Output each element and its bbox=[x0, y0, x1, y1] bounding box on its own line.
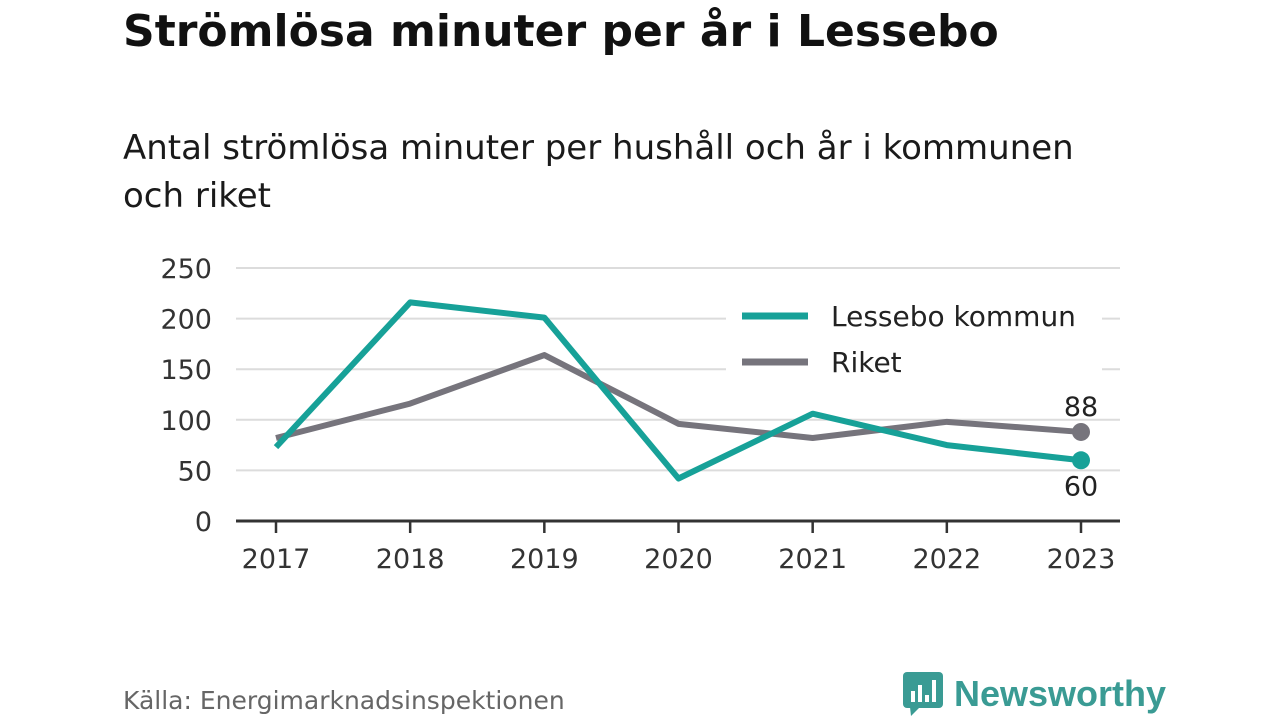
legend-background bbox=[726, 290, 1102, 382]
end-point-marker bbox=[1072, 422, 1090, 441]
end-value-label: 88 bbox=[1064, 392, 1098, 423]
brand-name: Newsworthy bbox=[954, 673, 1167, 714]
y-tick-label: 100 bbox=[160, 406, 212, 437]
y-tick-label: 250 bbox=[160, 254, 212, 285]
x-tick-label: 2019 bbox=[510, 544, 579, 575]
chart-title: Strömlösa minuter per år i Lessebo bbox=[123, 6, 999, 57]
x-tick-label: 2021 bbox=[778, 544, 847, 575]
x-tick-label: 2023 bbox=[1047, 544, 1116, 575]
x-tick-label: 2017 bbox=[242, 544, 311, 575]
newsworthy-logo-icon bbox=[903, 672, 943, 716]
end-value-label: 60 bbox=[1064, 471, 1098, 502]
y-tick-label: 50 bbox=[178, 456, 212, 487]
y-tick-label: 200 bbox=[160, 305, 212, 336]
legend-label: Riket bbox=[831, 346, 902, 379]
series-line-riket bbox=[275, 352, 1082, 442]
legend-label: Lessebo kommun bbox=[831, 300, 1076, 333]
brand-logo: Newsworthy bbox=[902, 670, 1166, 718]
source-note: Källa: Energimarknadsinspektionen bbox=[123, 686, 565, 715]
y-tick-label: 150 bbox=[160, 355, 212, 386]
y-tick-label: 0 bbox=[195, 507, 212, 538]
series-line-lessebo-kommun bbox=[273, 299, 1082, 482]
x-tick-label: 2018 bbox=[376, 544, 445, 575]
chart-subtitle: Antal strömlösa minuter per hushåll och … bbox=[123, 128, 1074, 216]
end-point-marker bbox=[1072, 451, 1090, 470]
x-tick-label: 2022 bbox=[912, 544, 981, 575]
x-tick-label: 2020 bbox=[644, 544, 713, 575]
